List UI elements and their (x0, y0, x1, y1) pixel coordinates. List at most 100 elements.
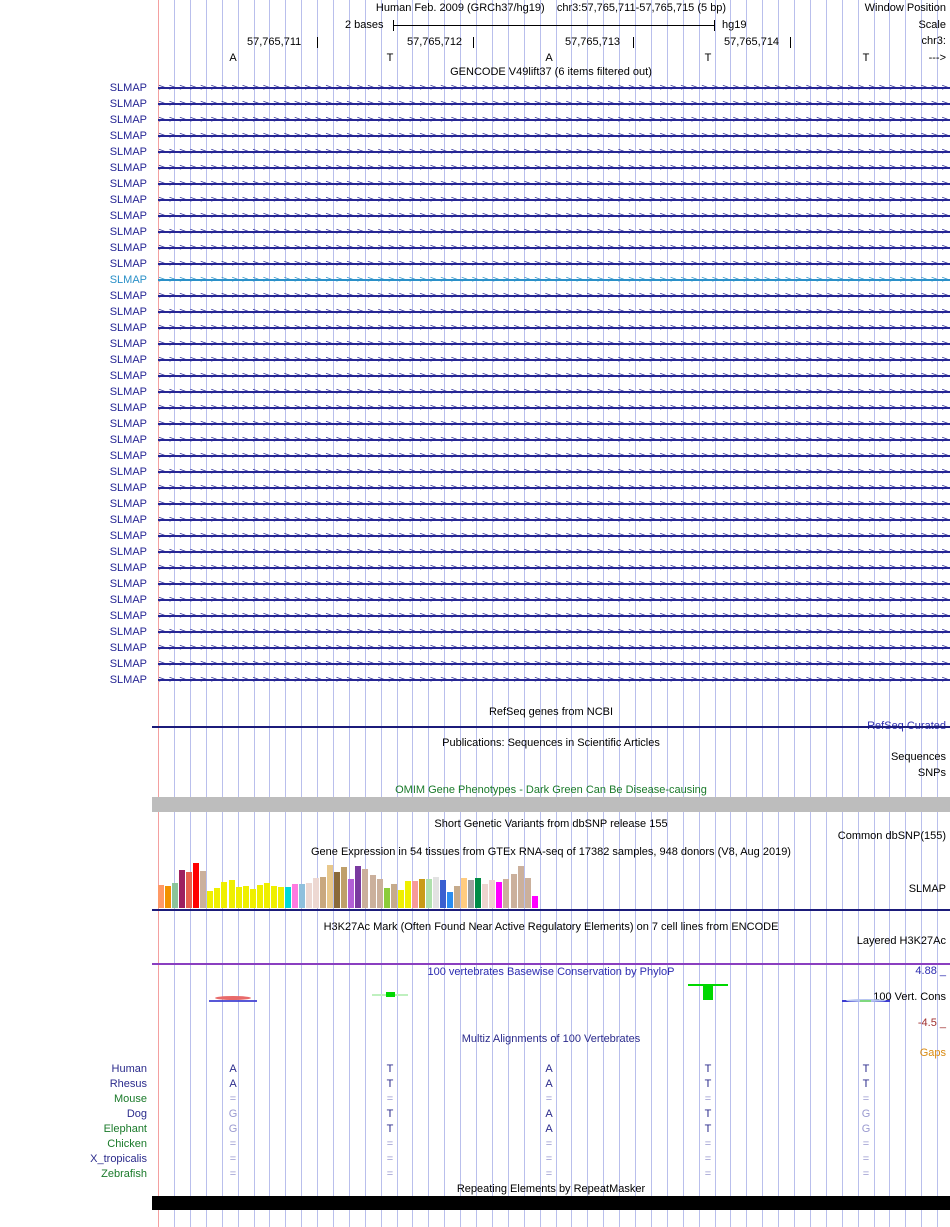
gene-strand-line[interactable] (158, 471, 950, 473)
publications-sequences-label[interactable]: Sequences (890, 751, 946, 763)
gene-row[interactable]: SLMAP >>>>>>>>>>>>>>>>>>>>>>>>>>>>>>>>>>>… (0, 256, 950, 272)
gene-row-label[interactable]: SLMAP (109, 674, 147, 686)
gtex-bar[interactable] (341, 867, 347, 908)
gene-row-label[interactable]: SLMAP (109, 418, 147, 430)
gene-row[interactable]: SLMAP >>>>>>>>>>>>>>>>>>>>>>>>>>>>>>>>>>>… (0, 304, 950, 320)
gene-row[interactable]: SLMAP >>>>>>>>>>>>>>>>>>>>>>>>>>>>>>>>>>>… (0, 672, 950, 688)
gene-strand-line[interactable] (158, 583, 950, 585)
gene-row-label[interactable]: SLMAP (109, 306, 147, 318)
gene-row[interactable]: SLMAP >>>>>>>>>>>>>>>>>>>>>>>>>>>>>>>>>>>… (0, 240, 950, 256)
gene-row[interactable]: SLMAP >>>>>>>>>>>>>>>>>>>>>>>>>>>>>>>>>>>… (0, 336, 950, 352)
alignment-species-label[interactable]: Mouse (113, 1093, 147, 1105)
gtex-bar[interactable] (482, 884, 488, 908)
gtex-bar[interactable] (327, 865, 333, 908)
gene-strand-line[interactable] (158, 599, 950, 601)
alignment-species-label[interactable]: Elephant (103, 1123, 147, 1135)
gtex-bar[interactable] (525, 878, 531, 908)
refseq-gene-line[interactable] (152, 726, 950, 728)
gene-row[interactable]: SLMAP >>>>>>>>>>>>>>>>>>>>>>>>>>>>>>>>>>>… (0, 208, 950, 224)
h3k27ac-track-title[interactable]: H3K27Ac Mark (Often Found Near Active Re… (323, 921, 779, 933)
alignment-species-label[interactable]: X_tropicalis (90, 1153, 147, 1165)
gene-strand-line[interactable] (158, 375, 950, 377)
gene-strand-line[interactable] (158, 167, 950, 169)
conservation-bar-positive[interactable] (703, 984, 713, 1000)
gtex-bar[interactable] (426, 879, 432, 908)
gene-row[interactable]: SLMAP >>>>>>>>>>>>>>>>>>>>>>>>>>>>>>>>>>>… (0, 288, 950, 304)
gene-row[interactable]: SLMAP >>>>>>>>>>>>>>>>>>>>>>>>>>>>>>>>>>>… (0, 464, 950, 480)
gene-row-label[interactable]: SLMAP (109, 146, 147, 158)
publications-track-title[interactable]: Publications: Sequences in Scientific Ar… (442, 737, 660, 749)
gtex-bar[interactable] (179, 870, 185, 908)
gtex-bar[interactable] (496, 882, 502, 908)
gene-row[interactable]: SLMAP >>>>>>>>>>>>>>>>>>>>>>>>>>>>>>>>>>>… (0, 480, 950, 496)
omim-genes-bar[interactable] (152, 797, 950, 812)
gene-row-label[interactable]: SLMAP (109, 546, 147, 558)
gene-row-label[interactable]: SLMAP (109, 194, 147, 206)
gene-row[interactable]: SLMAP >>>>>>>>>>>>>>>>>>>>>>>>>>>>>>>>>>>… (0, 192, 950, 208)
gtex-bar[interactable] (454, 886, 460, 908)
gene-row-label[interactable]: SLMAP (109, 130, 147, 142)
gene-row-label[interactable]: SLMAP (109, 498, 147, 510)
gene-strand-line[interactable] (158, 535, 950, 537)
phylop-track-label[interactable]: 100 Vert. Cons (873, 991, 946, 1003)
refseq-track-title[interactable]: RefSeq genes from NCBI (488, 706, 614, 718)
gene-row-label[interactable]: SLMAP (109, 290, 147, 302)
omim-track-title[interactable]: OMIM Gene Phenotypes - Dark Green Can Be… (395, 784, 707, 796)
gene-row-label[interactable]: SLMAP (109, 642, 147, 654)
gtex-bar[interactable] (285, 887, 291, 908)
alignment-species-label[interactable]: Dog (126, 1108, 147, 1120)
gene-strand-line[interactable] (158, 503, 950, 505)
gene-row[interactable]: SLMAP >>>>>>>>>>>>>>>>>>>>>>>>>>>>>>>>>>>… (0, 160, 950, 176)
gene-strand-line[interactable] (158, 647, 950, 649)
alignment-row[interactable]: Rhesus A T A T T (0, 1077, 950, 1092)
gtex-expression-barchart[interactable] (158, 862, 539, 908)
phylop-conservation-plot[interactable] (152, 966, 950, 1026)
gene-row[interactable]: SLMAP >>>>>>>>>>>>>>>>>>>>>>>>>>>>>>>>>>>… (0, 576, 950, 592)
gene-strand-line[interactable] (158, 551, 950, 553)
layered-h3k27ac-label[interactable]: Layered H3K27Ac (856, 935, 946, 947)
gtex-bar[interactable] (391, 884, 397, 908)
conservation-bar[interactable] (209, 1000, 257, 1002)
gene-strand-line[interactable] (158, 679, 950, 681)
gene-row[interactable]: SLMAP >>>>>>>>>>>>>>>>>>>>>>>>>>>>>>>>>>>… (0, 432, 950, 448)
gene-row-label[interactable]: SLMAP (109, 562, 147, 574)
gene-row[interactable]: SLMAP >>>>>>>>>>>>>>>>>>>>>>>>>>>>>>>>>>>… (0, 352, 950, 368)
gene-row-label[interactable]: SLMAP (109, 210, 147, 222)
gene-row-label[interactable]: SLMAP (109, 578, 147, 590)
gene-row-label[interactable]: SLMAP (109, 402, 147, 414)
gene-strand-line[interactable] (158, 119, 950, 121)
gene-row[interactable]: SLMAP >>>>>>>>>>>>>>>>>>>>>>>>>>>>>>>>>>>… (0, 272, 950, 288)
gene-strand-line[interactable] (158, 87, 950, 89)
gtex-bar[interactable] (214, 888, 220, 908)
gtex-bar[interactable] (313, 878, 319, 908)
alignment-row[interactable]: Zebrafish = = = = = (0, 1167, 950, 1182)
gene-row[interactable]: SLMAP >>>>>>>>>>>>>>>>>>>>>>>>>>>>>>>>>>>… (0, 224, 950, 240)
repeatmasker-row[interactable]: RepeatMasker (0, 1196, 950, 1212)
gtex-bar[interactable] (278, 887, 284, 908)
conservation-bar-negative[interactable] (215, 996, 251, 1000)
gtex-bar[interactable] (221, 882, 227, 908)
gene-strand-line[interactable] (158, 135, 950, 137)
gtex-bar[interactable] (250, 889, 256, 908)
alignment-species-label[interactable]: Human (111, 1063, 147, 1075)
gtex-bar[interactable] (236, 887, 242, 908)
gene-row[interactable]: SLMAP >>>>>>>>>>>>>>>>>>>>>>>>>>>>>>>>>>>… (0, 96, 950, 112)
gene-row-label[interactable]: SLMAP (109, 242, 147, 254)
gene-strand-line[interactable] (158, 151, 950, 153)
gene-strand-line[interactable] (158, 199, 950, 201)
gene-row-label[interactable]: SLMAP (109, 226, 147, 238)
gtex-bar[interactable] (158, 885, 164, 908)
gene-row[interactable]: SLMAP >>>>>>>>>>>>>>>>>>>>>>>>>>>>>>>>>>>… (0, 144, 950, 160)
gene-row-label[interactable]: SLMAP (109, 258, 147, 270)
gene-strand-line[interactable] (158, 359, 950, 361)
gene-row[interactable]: SLMAP >>>>>>>>>>>>>>>>>>>>>>>>>>>>>>>>>>>… (0, 496, 950, 512)
gene-row[interactable]: SLMAP >>>>>>>>>>>>>>>>>>>>>>>>>>>>>>>>>>>… (0, 512, 950, 528)
conservation-bar-positive[interactable] (386, 992, 395, 997)
alignment-species-label[interactable]: Chicken (107, 1138, 147, 1150)
repeatmasker-bar[interactable] (152, 1196, 950, 1210)
gencode-track-title[interactable]: GENCODE V49lift37 (6 items filtered out) (450, 66, 652, 78)
gene-strand-line[interactable] (158, 631, 950, 633)
alignment-row[interactable]: Mouse = = = = = (0, 1092, 950, 1107)
gtex-gene-label[interactable]: SLMAP (908, 883, 946, 895)
gtex-bar[interactable] (370, 875, 376, 908)
